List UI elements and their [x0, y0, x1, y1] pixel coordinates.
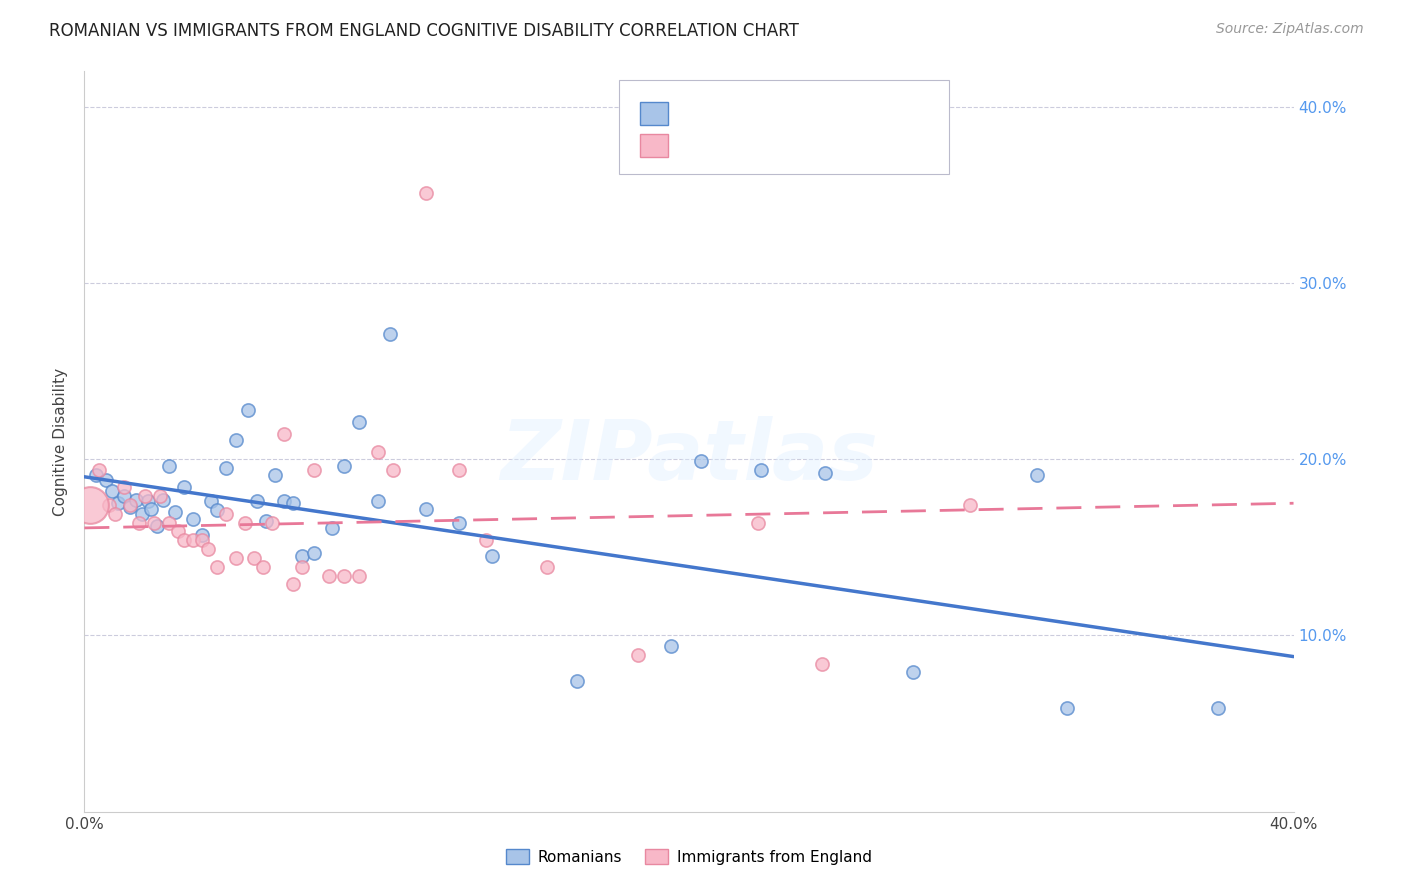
Point: [100, 483, 122, 498]
Point: [136, 494, 159, 508]
Point: [626, 648, 648, 662]
Point: [318, 568, 340, 582]
Point: [1206, 700, 1229, 714]
Point: [475, 533, 498, 548]
Point: [79, 498, 101, 512]
Point: [118, 498, 141, 512]
Point: [118, 500, 141, 514]
Point: [814, 467, 837, 481]
Point: [197, 542, 219, 557]
Point: [254, 514, 277, 528]
Point: [291, 559, 314, 574]
Text: ZIPatlas: ZIPatlas: [501, 416, 877, 497]
Point: [139, 501, 162, 516]
Point: [112, 489, 135, 503]
Point: [104, 507, 127, 521]
Point: [142, 516, 165, 530]
Point: [333, 459, 356, 474]
Point: [128, 516, 150, 530]
Point: [236, 402, 259, 417]
Point: [481, 549, 503, 563]
Point: [381, 463, 404, 477]
Point: [181, 512, 204, 526]
Point: [225, 433, 247, 447]
Point: [273, 494, 295, 508]
Point: [112, 480, 135, 494]
Point: [449, 516, 471, 530]
Point: [747, 516, 769, 530]
Point: [260, 516, 283, 530]
Text: 40: 40: [862, 136, 883, 154]
Point: [157, 459, 180, 474]
Point: [215, 461, 238, 475]
Point: [811, 657, 834, 671]
Point: [86, 468, 108, 483]
Point: [242, 550, 264, 565]
Point: [273, 427, 295, 442]
Point: [367, 494, 389, 508]
Point: [321, 521, 343, 535]
Text: 46: 46: [862, 104, 883, 122]
Point: [1025, 468, 1047, 483]
Point: [367, 445, 389, 459]
Point: [415, 501, 437, 516]
Point: [281, 496, 304, 510]
Point: [302, 463, 325, 477]
Text: -0.358: -0.358: [728, 104, 782, 122]
Text: N =: N =: [815, 136, 852, 154]
Text: ROMANIAN VS IMMIGRANTS FROM ENGLAND COGNITIVE DISABILITY CORRELATION CHART: ROMANIAN VS IMMIGRANTS FROM ENGLAND COGN…: [49, 22, 799, 40]
Point: [94, 473, 117, 487]
Point: [233, 516, 256, 530]
Point: [157, 516, 180, 530]
Point: [149, 489, 172, 503]
Text: R =: R =: [682, 104, 718, 122]
Point: [181, 533, 204, 548]
Point: [246, 494, 269, 508]
Point: [378, 326, 401, 341]
Point: [291, 549, 314, 563]
Text: Source: ZipAtlas.com: Source: ZipAtlas.com: [1216, 22, 1364, 37]
Text: 0.051: 0.051: [728, 136, 776, 154]
Point: [349, 415, 371, 429]
Point: [134, 489, 156, 503]
Point: [1056, 700, 1078, 714]
Y-axis label: Cognitive Disability: Cognitive Disability: [53, 368, 69, 516]
Point: [167, 524, 190, 539]
Point: [751, 463, 773, 477]
Point: [225, 550, 247, 565]
Legend: Romanians, Immigrants from England: Romanians, Immigrants from England: [499, 843, 879, 871]
Point: [959, 498, 981, 512]
Text: R =: R =: [682, 136, 718, 154]
Point: [207, 559, 229, 574]
Point: [690, 454, 713, 468]
Point: [415, 186, 437, 200]
Point: [200, 494, 222, 508]
Point: [565, 674, 588, 689]
Point: [107, 496, 129, 510]
Point: [207, 503, 229, 517]
Point: [349, 568, 371, 582]
Text: N =: N =: [815, 104, 852, 122]
Point: [333, 568, 356, 582]
Point: [659, 639, 682, 653]
Point: [191, 533, 214, 548]
Point: [263, 468, 285, 483]
Point: [97, 498, 120, 512]
Point: [215, 507, 238, 521]
Point: [901, 665, 924, 680]
Point: [449, 463, 471, 477]
Point: [165, 505, 187, 519]
Point: [536, 559, 558, 574]
Point: [131, 507, 153, 521]
Point: [89, 463, 111, 477]
Point: [302, 546, 325, 560]
Point: [252, 559, 274, 574]
Point: [125, 492, 148, 507]
Point: [191, 528, 214, 542]
Point: [152, 492, 174, 507]
Point: [146, 519, 169, 533]
Point: [173, 533, 195, 548]
Point: [281, 577, 304, 591]
Point: [173, 480, 195, 494]
